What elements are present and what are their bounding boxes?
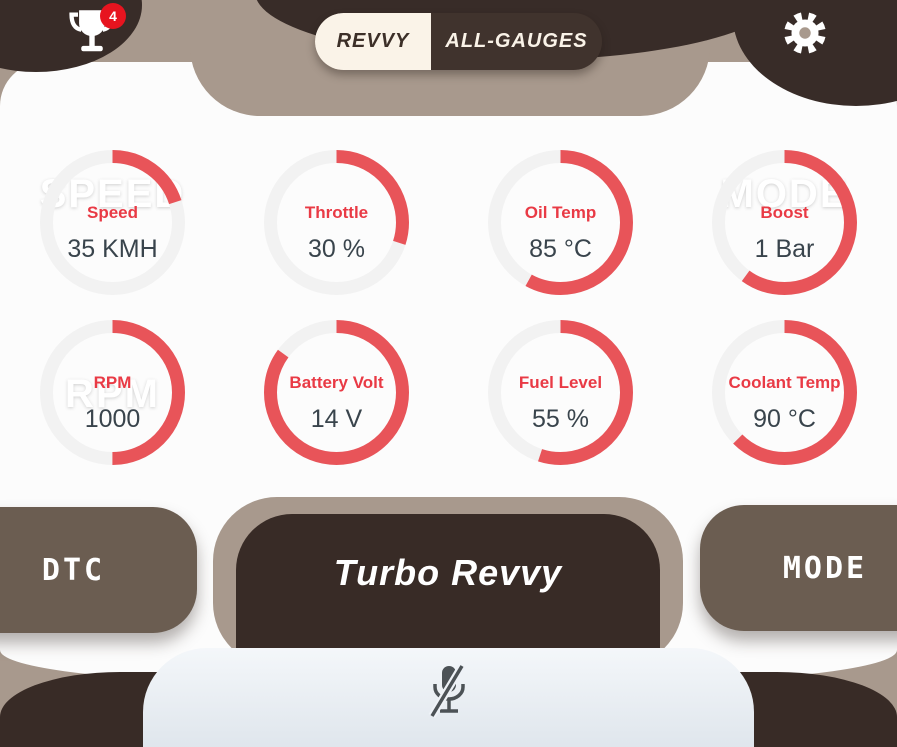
settings-button[interactable] xyxy=(780,8,830,58)
gauge-ring xyxy=(488,150,633,295)
gauge-value: 90 °C xyxy=(753,405,816,433)
gauge-value: 1 Bar xyxy=(754,235,815,263)
gauge-ring xyxy=(488,320,633,465)
gauge: Battery Volt 14 V xyxy=(264,320,409,465)
gauge-value: 1000 xyxy=(84,405,141,433)
gauge-ring xyxy=(264,320,409,465)
notification-badge: 4 xyxy=(100,3,126,29)
gauge-label: RPM xyxy=(93,373,132,392)
gauge-grid: SPEED Speed 35 KMH Throttle 30 % Oil Temp 85 °… xyxy=(0,150,897,465)
voice-panel xyxy=(143,648,754,747)
dtc-button[interactable]: DTC xyxy=(0,507,197,633)
gauge-label: Throttle xyxy=(304,203,369,222)
gauge-value: 55 % xyxy=(532,405,589,433)
gauge-value: 85 °C xyxy=(529,235,592,263)
gauge-value: 30 % xyxy=(308,235,365,263)
gauge: RPM RPM 1000 xyxy=(40,320,185,465)
gauge-label: Speed xyxy=(86,203,139,222)
gauge-label: Battery Volt xyxy=(289,373,384,392)
tab-all-gauges[interactable]: ALL-GAUGES xyxy=(431,13,602,70)
gauge: Fuel Level 55 % xyxy=(488,320,633,465)
gauge: Oil Temp 85 °C xyxy=(488,150,633,295)
gauge-watermark: RPM xyxy=(65,372,160,416)
gauge-ring xyxy=(712,320,857,465)
gauge-ring xyxy=(712,150,857,295)
gauge-label: Fuel Level xyxy=(518,373,603,392)
gear-icon xyxy=(784,12,826,54)
gauge-label: Boost xyxy=(760,203,809,222)
achievements-button[interactable]: 4 xyxy=(66,3,126,66)
mic-toggle-button[interactable] xyxy=(425,662,473,724)
gauge: MODE Boost 1 Bar xyxy=(712,150,857,295)
tab-revvy[interactable]: REVVY xyxy=(315,13,431,70)
view-toggle: REVVY ALL-GAUGES xyxy=(315,13,602,70)
mode-button[interactable]: MODE xyxy=(700,505,897,631)
gauge: Throttle 30 % xyxy=(264,150,409,295)
gauge-label: Oil Temp xyxy=(524,203,597,222)
app-title: Turbo Revvy xyxy=(333,552,563,593)
gauge-ring xyxy=(264,150,409,295)
gauge-ring xyxy=(40,320,185,465)
gauge: SPEED Speed 35 KMH xyxy=(40,150,185,295)
gauge-label: Coolant Temp xyxy=(728,373,841,392)
gauge-value: 35 KMH xyxy=(67,235,158,263)
gauge-ring xyxy=(40,150,185,295)
gauge: Coolant Temp 90 °C xyxy=(712,320,857,465)
mic-off-icon xyxy=(428,663,465,719)
gauge-value: 14 V xyxy=(310,405,363,433)
